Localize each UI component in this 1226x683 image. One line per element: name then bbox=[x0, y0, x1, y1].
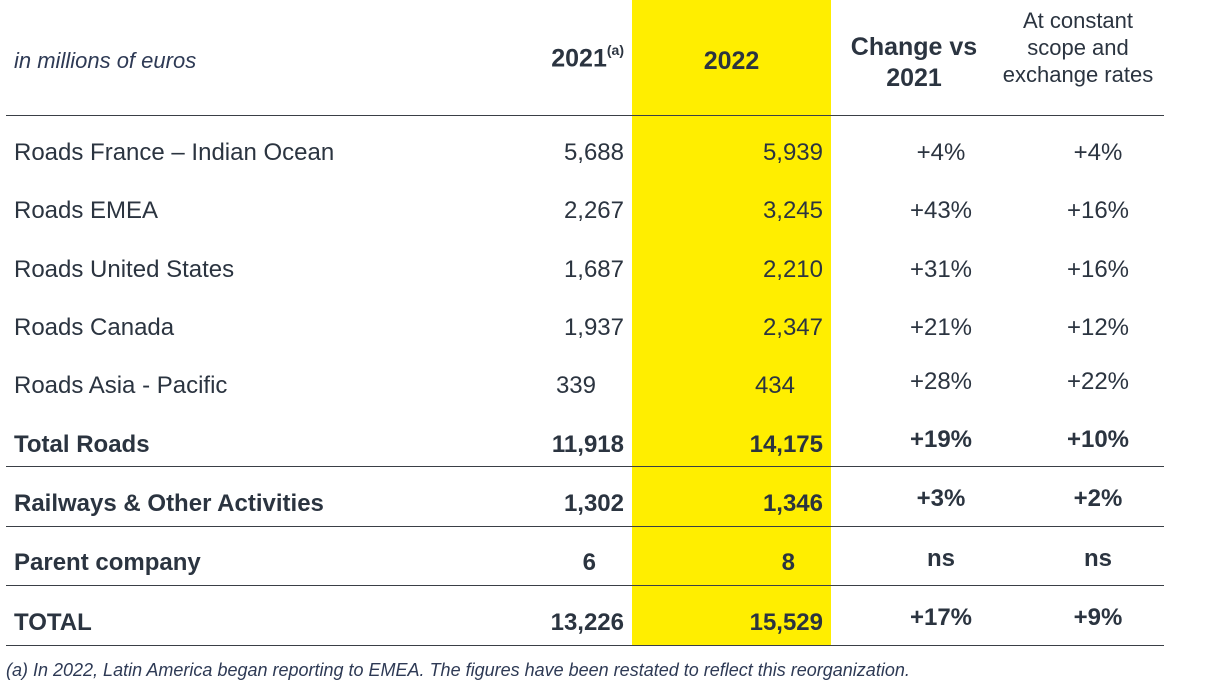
value-constant: +22% bbox=[1066, 368, 1130, 395]
divider-total bbox=[6, 645, 1164, 646]
value-2022: 5,939 bbox=[762, 139, 823, 166]
row-label: Roads Asia - Pacific bbox=[14, 372, 228, 399]
row-label: Railways & Other Activities bbox=[14, 490, 324, 517]
value-constant: +12% bbox=[1066, 314, 1130, 341]
value-change: +28% bbox=[909, 368, 973, 395]
value-2021: 1,687 bbox=[563, 256, 624, 283]
value-2021: 5,688 bbox=[563, 139, 624, 166]
footnote: (a) In 2022, Latin America began reporti… bbox=[6, 660, 910, 680]
row-label: TOTAL bbox=[14, 609, 92, 636]
value-2022: 2,347 bbox=[762, 314, 823, 341]
column-header-2021: 2021(a) bbox=[551, 42, 624, 73]
value-constant: +16% bbox=[1066, 197, 1130, 224]
value-2021: 6 bbox=[582, 549, 596, 576]
value-change: +17% bbox=[909, 604, 973, 631]
value-constant: +4% bbox=[1073, 139, 1123, 166]
footnote-marker: (a) bbox=[606, 42, 624, 58]
value-change: +4% bbox=[916, 139, 966, 166]
value-change: +19% bbox=[909, 426, 973, 453]
column-header-2021-text: 2021 bbox=[551, 44, 607, 73]
column-header-2022: 2022 bbox=[703, 47, 760, 75]
value-change: +21% bbox=[909, 314, 973, 341]
row-label: Parent company bbox=[14, 549, 201, 576]
value-change: +31% bbox=[909, 256, 973, 283]
highlight-2022-column bbox=[632, 0, 831, 646]
column-header-constant: At constant scope and exchange rates bbox=[1002, 8, 1154, 87]
value-change: +3% bbox=[916, 485, 966, 512]
divider-total-roads bbox=[6, 466, 1164, 467]
row-label: Roads United States bbox=[14, 256, 235, 283]
value-2022: 1,346 bbox=[762, 490, 823, 517]
value-2021: 2,267 bbox=[563, 197, 624, 224]
value-constant: +16% bbox=[1066, 256, 1130, 283]
value-2021: 1,937 bbox=[563, 314, 624, 341]
value-constant: +10% bbox=[1066, 426, 1130, 453]
value-2022: 3,245 bbox=[762, 197, 823, 224]
value-change: +43% bbox=[909, 197, 973, 224]
units-label: in millions of euros bbox=[14, 48, 197, 73]
value-2021: 339 bbox=[555, 372, 596, 399]
value-constant: +2% bbox=[1073, 485, 1123, 512]
row-label: Roads France – Indian Ocean bbox=[14, 139, 335, 166]
value-2022: 8 bbox=[781, 549, 795, 576]
value-2022: 2,210 bbox=[762, 256, 823, 283]
column-header-change: Change vs 2021 bbox=[850, 33, 978, 92]
value-2021: 13,226 bbox=[550, 609, 624, 636]
value-constant: ns bbox=[1083, 545, 1112, 572]
row-label: Roads Canada bbox=[14, 314, 175, 341]
row-label: Roads EMEA bbox=[14, 197, 159, 224]
value-change: ns bbox=[926, 545, 955, 572]
divider-railways bbox=[6, 526, 1164, 527]
value-2022: 434 bbox=[754, 372, 795, 399]
row-label: Total Roads bbox=[14, 431, 150, 458]
divider-parent bbox=[6, 585, 1164, 586]
header-divider bbox=[6, 115, 1164, 116]
value-2021: 11,918 bbox=[551, 431, 624, 458]
value-2022: 14,175 bbox=[749, 431, 823, 458]
value-2021: 1,302 bbox=[563, 490, 624, 517]
value-2022: 15,529 bbox=[749, 609, 823, 636]
value-constant: +9% bbox=[1073, 604, 1123, 631]
